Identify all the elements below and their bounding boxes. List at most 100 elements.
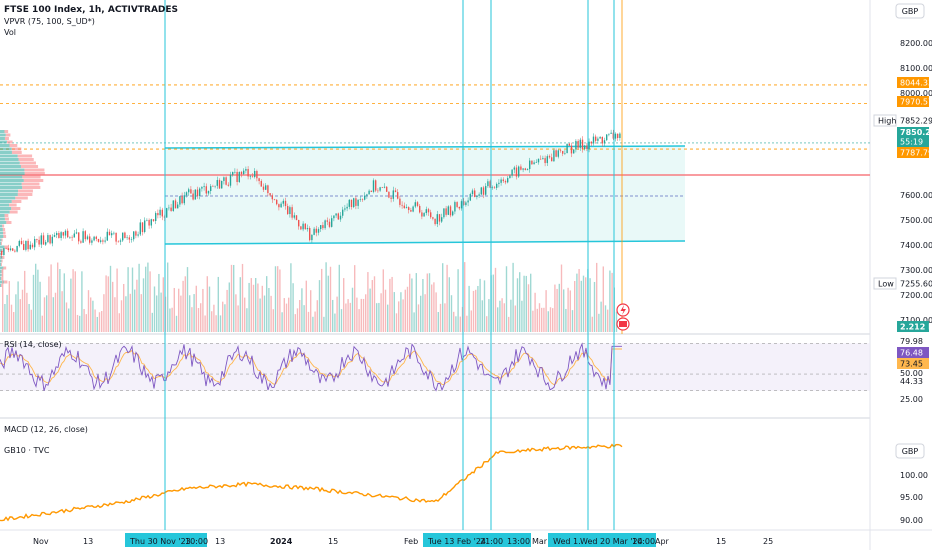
volume-bar xyxy=(560,264,563,332)
vpvr-legend[interactable]: VPVR (75, 100, S_UD*) xyxy=(4,17,95,26)
volume-bar xyxy=(134,289,136,332)
price-candle xyxy=(438,214,441,222)
rsi-current-badge xyxy=(897,347,929,358)
vpvr-bar xyxy=(0,130,5,133)
volume-bar xyxy=(255,278,257,332)
macd-legend[interactable]: MACD (12, 26, close) xyxy=(4,425,88,434)
price-candle xyxy=(502,179,504,182)
gb10-currency-badge[interactable] xyxy=(895,443,925,459)
price-candle xyxy=(133,231,135,240)
volume-bar xyxy=(336,296,338,332)
price-candle xyxy=(489,181,491,188)
price-candle xyxy=(577,140,579,148)
rsi-legend[interactable]: RSI (14, close) xyxy=(4,340,62,349)
price-candle xyxy=(529,160,531,170)
volume-bar xyxy=(76,314,79,332)
price-candle xyxy=(520,166,522,170)
vpvr-bar xyxy=(4,217,9,221)
volume-bar xyxy=(371,280,373,332)
price-candle xyxy=(548,156,551,158)
vpvr-bar xyxy=(0,228,3,231)
currency-badge[interactable] xyxy=(895,3,925,19)
price-candle xyxy=(333,215,335,219)
volume-bar xyxy=(532,310,534,332)
volume-bar xyxy=(153,286,156,332)
volume-bar xyxy=(261,285,263,332)
price-candle xyxy=(394,190,397,193)
volume-bar xyxy=(488,299,490,332)
vpvr-bar xyxy=(0,224,3,228)
volume-bar xyxy=(162,277,164,332)
price-candle xyxy=(67,230,69,238)
price-candle xyxy=(399,198,401,205)
volume-bar xyxy=(79,315,81,332)
rsi-signal-badge xyxy=(897,358,929,369)
volume-bar xyxy=(316,300,318,332)
price-candle xyxy=(174,200,177,209)
volume-bar xyxy=(499,300,501,332)
price-candle xyxy=(7,248,9,251)
price-candle xyxy=(467,200,469,203)
vpvr-bar xyxy=(0,231,4,235)
price-candle xyxy=(364,195,366,200)
volume-bar xyxy=(380,293,382,332)
vpvr-bar xyxy=(0,151,12,154)
price-candle xyxy=(599,137,601,139)
vpvr-bar xyxy=(0,266,4,270)
volume-bar xyxy=(41,315,43,332)
vpvr-bar xyxy=(15,196,28,200)
vpvr-bar xyxy=(0,263,2,266)
volume-legend[interactable]: Vol xyxy=(4,28,16,37)
volume-bar xyxy=(136,279,138,332)
volume-bar xyxy=(321,268,323,332)
gb10-line xyxy=(0,443,623,522)
vpvr-bar xyxy=(1,238,3,242)
volume-bar xyxy=(591,316,593,332)
volume-bar xyxy=(239,277,241,332)
volume-bar xyxy=(127,267,129,332)
price-candle xyxy=(551,157,553,162)
volume-bar xyxy=(169,308,171,332)
volume-bar xyxy=(505,266,508,332)
price-candle xyxy=(232,171,234,175)
crosshair-date-badge xyxy=(548,533,656,547)
price-candle xyxy=(612,132,614,139)
volume-bar xyxy=(318,280,321,332)
vpvr-bar xyxy=(18,158,34,161)
volume-bar xyxy=(32,274,35,332)
vpvr-bar xyxy=(0,172,25,175)
volume-bar xyxy=(217,276,219,332)
volume-bar xyxy=(437,312,439,332)
price-candle xyxy=(315,228,317,233)
vpvr-bar xyxy=(0,200,12,203)
price-candle xyxy=(144,220,146,233)
volume-bar xyxy=(376,303,378,332)
volume-bar xyxy=(424,294,426,332)
price-candle xyxy=(348,199,350,207)
volume-bar xyxy=(171,307,173,332)
price-candle xyxy=(597,138,599,141)
volume-bar xyxy=(508,316,510,332)
price-candle xyxy=(47,235,49,243)
volume-bar xyxy=(411,278,413,332)
volume-bar xyxy=(598,313,600,332)
volume-bar xyxy=(131,267,134,332)
volume-bar xyxy=(237,305,239,332)
price-candle xyxy=(157,213,159,216)
price-candle xyxy=(45,242,47,245)
vpvr-bar xyxy=(1,263,2,266)
vpvr-bar xyxy=(0,270,2,273)
price-candle xyxy=(317,229,320,233)
vpvr-bar xyxy=(4,245,9,249)
gb10-legend[interactable]: GB10 · TVC xyxy=(4,446,50,455)
price-candle xyxy=(540,158,542,160)
time-tick: 13 xyxy=(215,537,225,546)
price-candle xyxy=(309,228,311,241)
volume-bar xyxy=(87,290,90,332)
time-tick: 21:00 xyxy=(480,537,503,546)
vpvr-bar xyxy=(0,256,3,259)
volume-bar xyxy=(481,300,483,332)
price-candle xyxy=(601,137,603,144)
price-tick: 7400.00 xyxy=(900,241,932,250)
volume-bar xyxy=(149,271,151,332)
